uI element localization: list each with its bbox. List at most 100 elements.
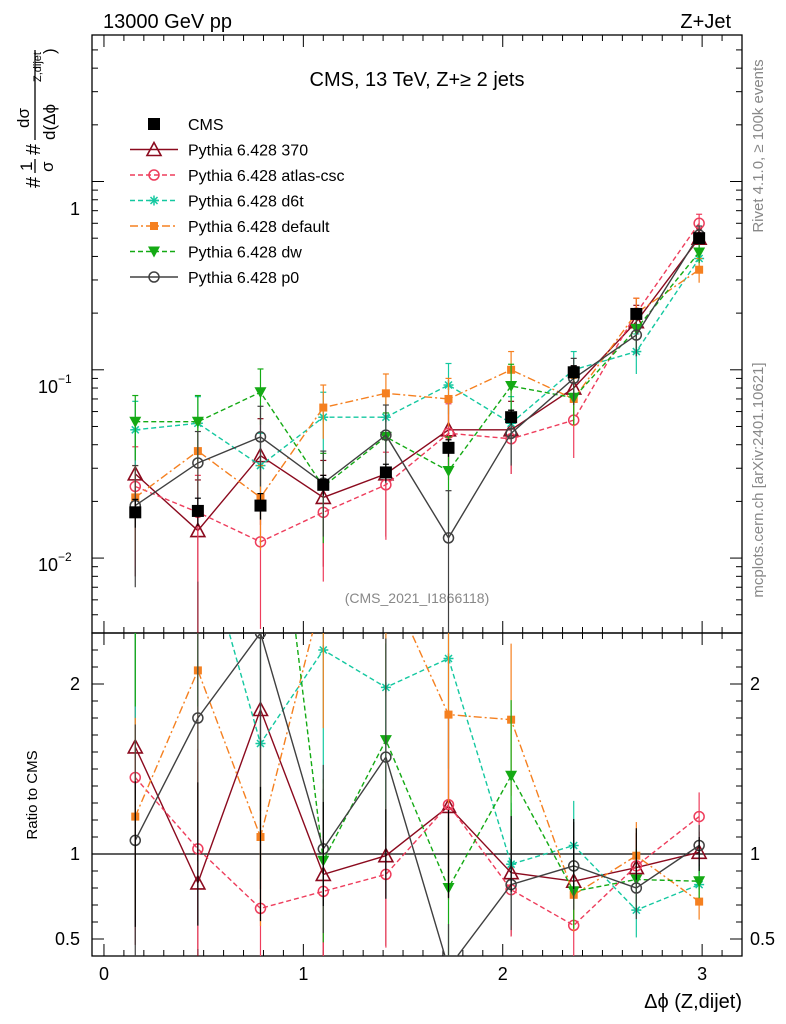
- legend-label-pythia-6-428-d6t: Pythia 6.428 d6t: [188, 194, 304, 211]
- legend: CMS Pythia 6.428 370 Pythia 6.428 atlas-cs…: [130, 117, 345, 287]
- series-ratio-pythia-6-428-atlas-csc: [129, 633, 705, 956]
- main-tick-label-0.01: 10: [38, 555, 58, 575]
- data-point-pythia-6-428-default: [381, 389, 390, 398]
- data-point-cms: [254, 499, 267, 512]
- series-line-pythia-6-428-p0: [134, 234, 700, 540]
- data-point-pythia-6-428-p0: [505, 427, 517, 440]
- main-series-group: [126, 213, 708, 633]
- ratio-tick-label-left: 0.5: [55, 929, 80, 949]
- data-point-pythia-6-428-dw: [191, 416, 204, 428]
- main-y-tick-labels: 1 10 −1 10 −2: [38, 199, 80, 575]
- ratio-line-pythia-6-428-atlas-csc: [134, 777, 700, 927]
- ratio-tick-label-left: 2: [70, 674, 80, 694]
- legend-entry-pythia-6-428-370: Pythia 6.428 370: [130, 140, 308, 160]
- ratio-point-pythia-6-428-dw: [693, 876, 706, 888]
- legend-marker-pythia-6-428-p0: [148, 271, 160, 283]
- legend-label-pythia-6-428-dw: Pythia 6.428 dw: [188, 245, 302, 262]
- ratio-y-axis-label: Ratio to CMS: [24, 750, 41, 839]
- data-point-pythia-6-428-default: [695, 265, 704, 274]
- data-point-cms: [317, 478, 330, 491]
- data-point-pythia-6-428-dw: [129, 416, 142, 428]
- main-tick-label-1: 1: [70, 199, 80, 219]
- ratio-tick-label-right: 1: [750, 844, 760, 864]
- axis-ticks: [92, 34, 743, 957]
- ylabel-dphi: d(Δϕ: [40, 104, 59, 140]
- ratio-line-pythia-6-428-d6t: [228, 633, 700, 911]
- series-main-cms: [129, 232, 706, 528]
- series-main-pythia-6-428-dw: [129, 242, 706, 544]
- x-tick-label: 2: [498, 964, 508, 984]
- series-main-pythia-6-428-d6t: [130, 248, 705, 520]
- ylabel-dsigma: dσ: [14, 108, 33, 128]
- ratio-point-pythia-6-428-p0: [630, 882, 643, 894]
- ratio-point-pythia-6-428-p0: [192, 712, 204, 724]
- ylabel-hash-2: #: [23, 143, 45, 155]
- ratio-plot-frame: [91, 632, 743, 957]
- data-point-pythia-6-428-p0: [630, 329, 643, 341]
- legend-entry-cms: CMS: [148, 117, 224, 134]
- data-point-pythia-6-428-p0: [192, 457, 204, 469]
- legend-marker-pythia-6-428-dw: [148, 246, 160, 258]
- main-y-axis-label: # 1 σ # dσ d(Δϕ Z,dijet ): [14, 48, 59, 188]
- star-stroke: [149, 196, 159, 205]
- legend-label-pythia-6-428-370: Pythia 6.428 370: [188, 143, 308, 160]
- main-tick-label-0.01-exp: −2: [58, 550, 72, 564]
- data-point-pythia-6-428-p0: [442, 532, 455, 544]
- legend-entry-pythia-6-428-default: Pythia 6.428 default: [130, 219, 330, 236]
- data-point-pythia-6-428-p0: [380, 429, 392, 441]
- ylabel-close: ): [40, 48, 59, 54]
- data-point-cms: [191, 504, 204, 517]
- data-point-pythia-6-428-dw: [505, 381, 518, 393]
- legend-label-pythia-6-428-p0: Pythia 6.428 p0: [188, 270, 299, 287]
- header-energy-label: 13000 GeV pp: [103, 11, 232, 33]
- legend-entry-pythia-6-428-atlas-csc: Pythia 6.428 atlas-csc: [130, 168, 345, 185]
- legend-marker-pythia-6-428-default: [150, 222, 158, 230]
- series-line-pythia-6-428-d6t: [135, 258, 700, 467]
- ratio-point-pythia-6-428-p0: [444, 963, 454, 973]
- legend-entry-pythia-6-428-d6t: Pythia 6.428 d6t: [130, 194, 304, 211]
- data-point-cms: [567, 366, 580, 379]
- legend-marker-pythia-6-428-370: [145, 140, 163, 157]
- mcplots-label: mcplots.cern.ch [arXiv:2401.10621]: [750, 362, 767, 597]
- ratio-line-pythia-6-428-370: [134, 707, 700, 885]
- ratio-point-pythia-6-428-dw: [505, 770, 518, 782]
- chart-title: CMS, 13 TeV, Z+≥ 2 jets: [310, 69, 525, 91]
- ratio-point-pythia-6-428-default: [444, 710, 453, 719]
- header-process-label: Z+Jet: [680, 11, 731, 33]
- legend-marker-pythia-6-428-d6t: [149, 195, 159, 206]
- ylabel-zdijet: Z,dijet: [32, 52, 44, 82]
- data-point-cms: [379, 466, 392, 479]
- ylabel-hash-1: #: [23, 176, 45, 188]
- ratio-line-pythia-6-428-dw: [294, 633, 700, 893]
- legend-label-cms: CMS: [188, 117, 224, 134]
- x-tick-labels: 0 1 2 3: [99, 964, 707, 984]
- ratio-point-pythia-6-428-p0: [380, 751, 392, 763]
- data-point-cms: [505, 411, 518, 424]
- data-point-pythia-6-428-dw: [442, 466, 455, 478]
- series-ratio-cms: [134, 781, 700, 927]
- ratio-y-tick-labels: 0.5 0.5 1 1 2 2: [55, 674, 775, 949]
- x-axis-label: Δϕ (Z,dijet): [644, 991, 742, 1013]
- ratio-point-pythia-6-428-default: [319, 587, 327, 595]
- legend-entry-pythia-6-428-p0: Pythia 6.428 p0: [130, 270, 299, 287]
- series-line-pythia-6-428-default: [134, 269, 700, 499]
- legend-entry-pythia-6-428-dw: Pythia 6.428 dw: [130, 245, 302, 262]
- analysis-id-label: (CMS_2021_I1866118): [345, 590, 490, 606]
- data-point-pythia-6-428-default: [444, 394, 453, 403]
- ratio-point-pythia-6-428-atlas-csc: [693, 810, 705, 823]
- series-line-pythia-6-428-370: [134, 237, 700, 532]
- x-tick-label: 1: [298, 964, 308, 984]
- ratio-tick-label-right: 0.5: [750, 929, 775, 949]
- series-line-pythia-6-428-atlas-csc: [134, 222, 700, 543]
- data-point-pythia-6-428-default: [319, 403, 328, 412]
- data-point-cms: [693, 232, 706, 245]
- main-tick-label-0.1-exp: −1: [58, 372, 72, 386]
- data-point-cms: [630, 307, 643, 320]
- data-point-cms: [442, 441, 455, 454]
- data-point-pythia-6-428-dw: [254, 387, 267, 399]
- data-point-cms: [129, 506, 142, 519]
- ratio-tick-label-right: 2: [750, 674, 760, 694]
- ratio-line-pythia-6-428-p0: [134, 633, 700, 956]
- data-point-pythia-6-428-dw: [693, 247, 706, 259]
